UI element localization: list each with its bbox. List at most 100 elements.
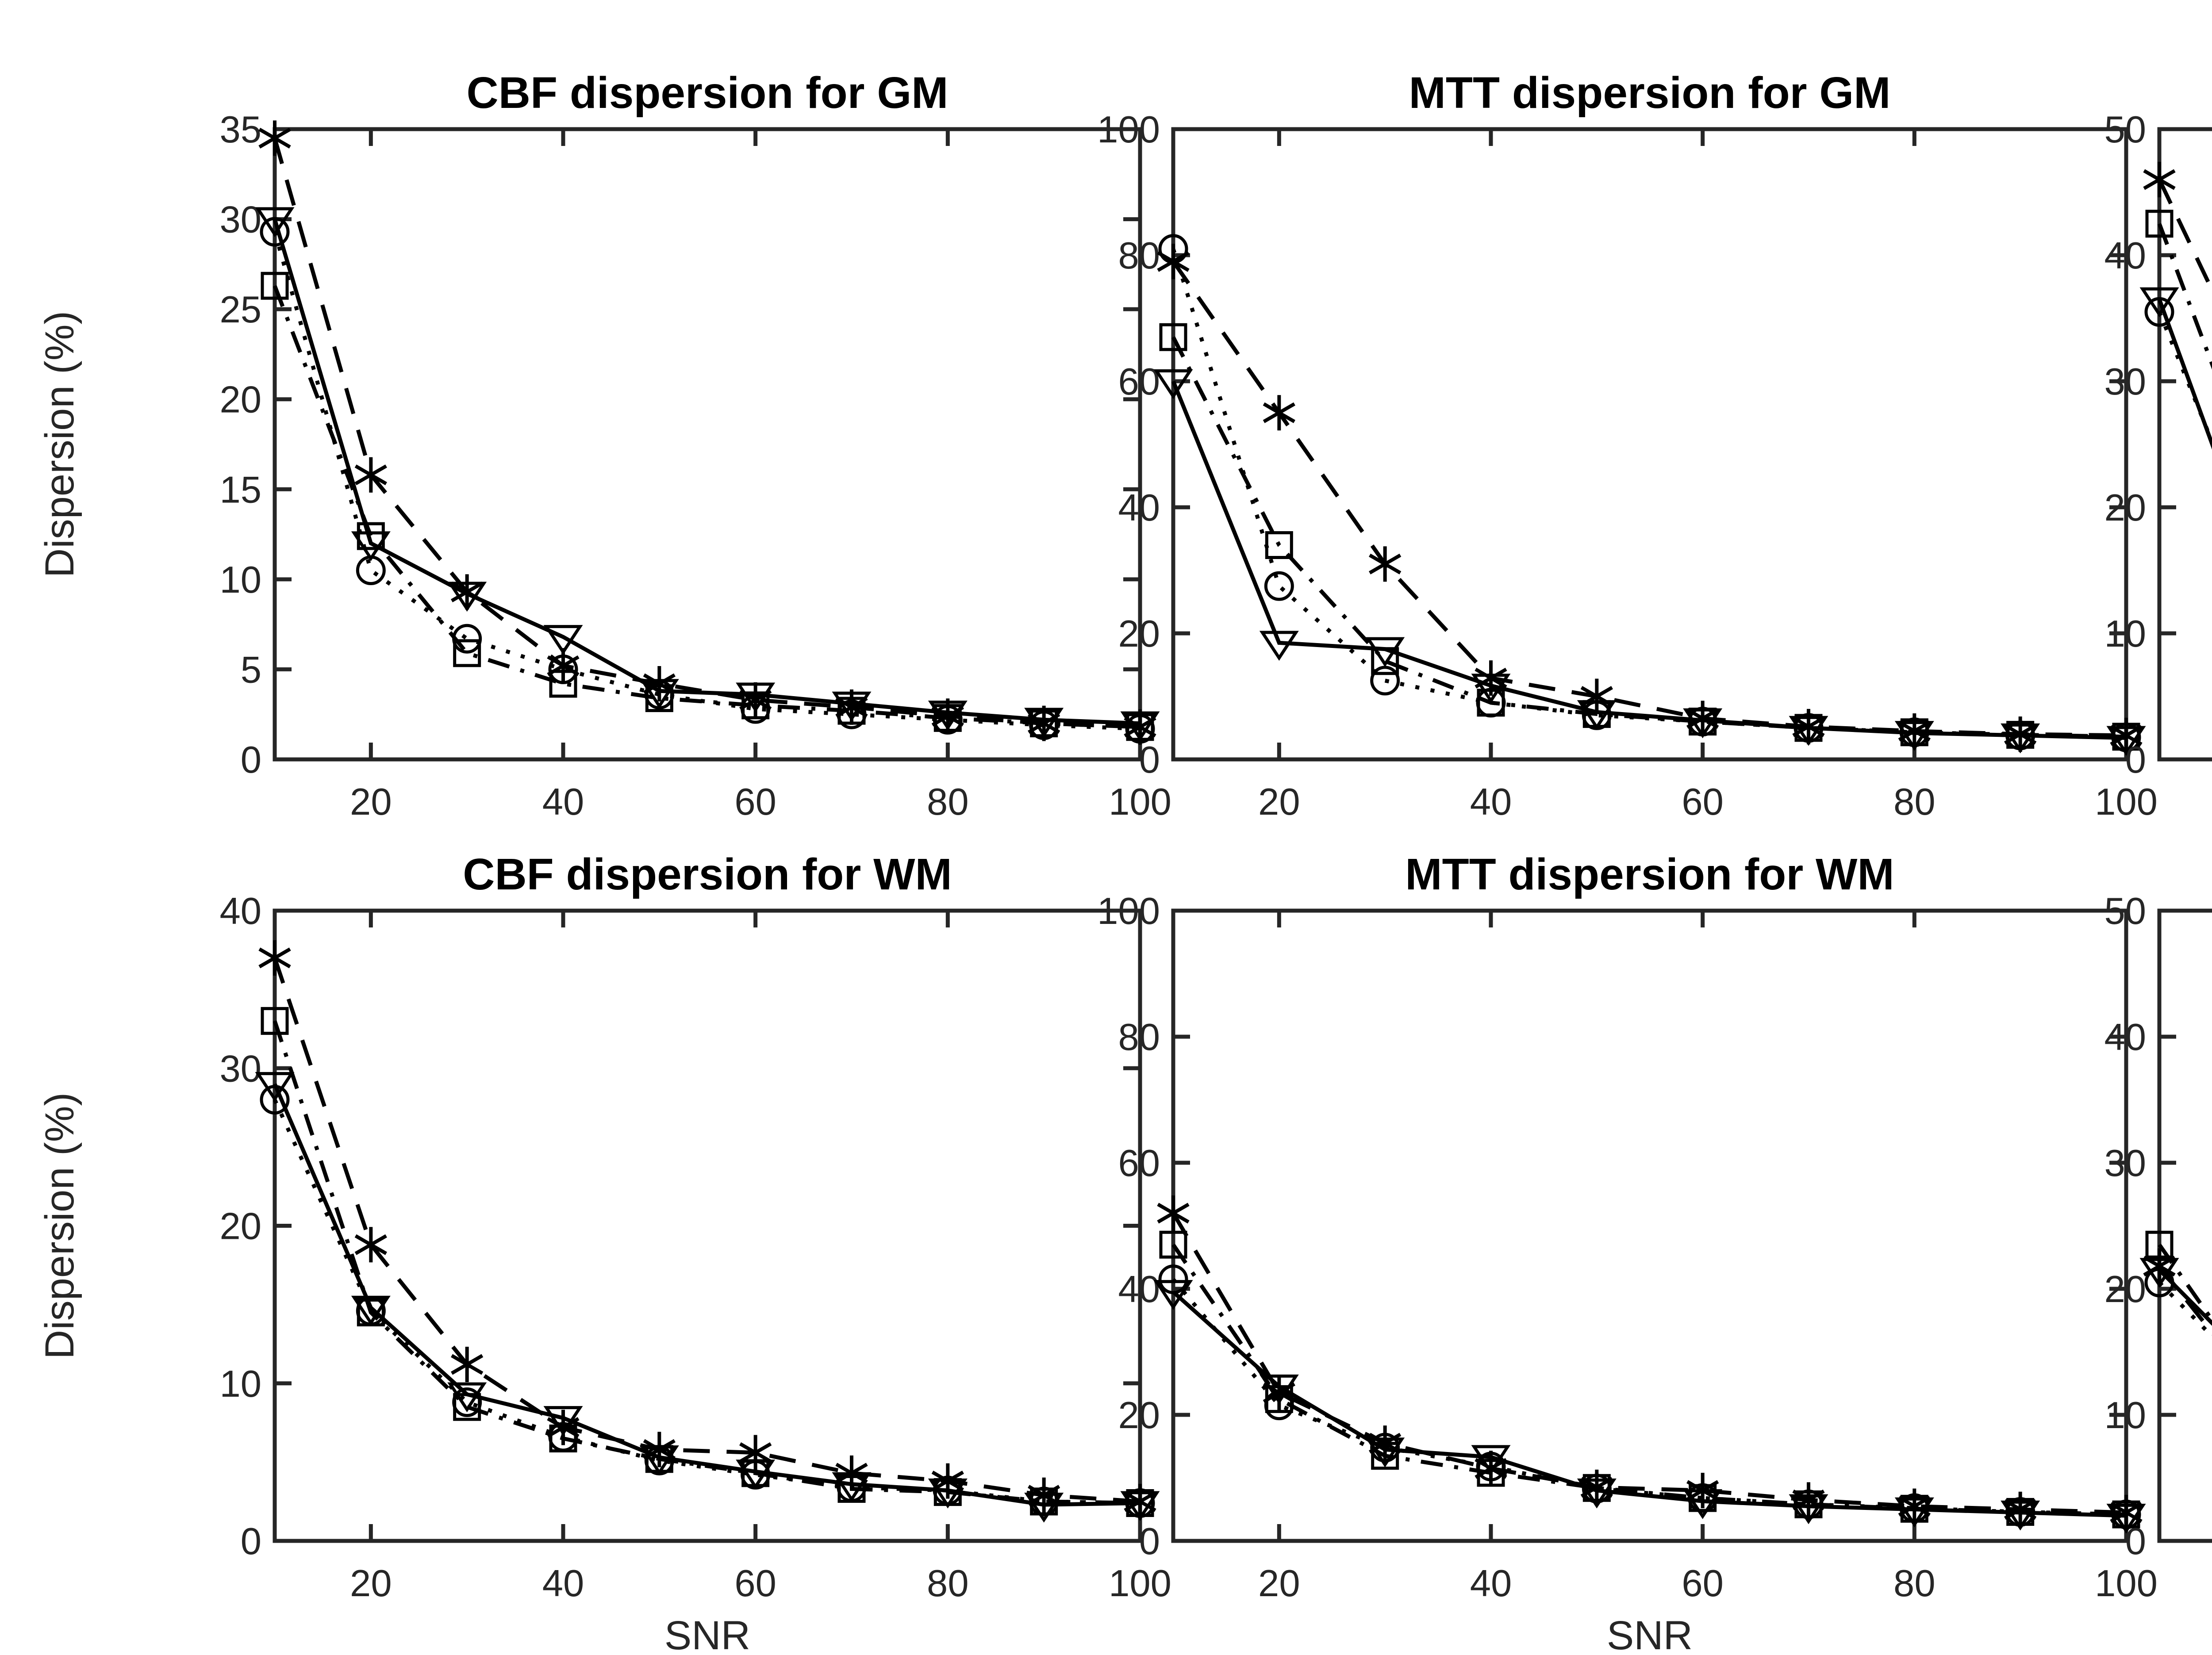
square-icon-marker-icon: [933, 704, 962, 732]
series-skewed-Gaussian: [258, 940, 1156, 1519]
series-gamma-variate: [2139, 287, 2212, 450]
square-icon-marker-icon: [1371, 1442, 1399, 1470]
square-icon-marker-icon: [1126, 713, 1154, 741]
x-tick-label: 80: [1893, 781, 1936, 823]
triangle-down-icon-marker-icon: [1894, 721, 1934, 751]
y-tick-label: 60: [1118, 361, 1160, 403]
y-tick-label: 0: [241, 739, 261, 781]
series-line: [273, 285, 1141, 729]
y-tick-label: 0: [1139, 739, 1160, 781]
square-icon-marker-icon: [1900, 718, 1928, 747]
x-tick-label: 20: [1258, 1563, 1300, 1605]
y-tick-labels: 0 5 10 15 20 25 30 35: [219, 109, 261, 781]
triangle-down-icon-marker-icon: [1789, 1494, 1828, 1525]
x-tick-label: 80: [1893, 1563, 1936, 1605]
series-skewed-Gaussian: [258, 120, 1156, 745]
triangle-down-icon-marker-icon: [1471, 674, 1511, 704]
y-tick-labels: 0 10 20 30 40 50: [2104, 109, 2146, 781]
square-icon-marker-icon: [261, 1007, 289, 1035]
triangle-down-icon-marker-icon: [928, 701, 968, 731]
square-icon-marker-icon: [357, 522, 385, 550]
triangle-down-icon-marker-icon: [2001, 1500, 2040, 1531]
square-icon-marker-icon: [1900, 1494, 1928, 1523]
triangle-down-icon-marker-icon: [447, 582, 487, 612]
y-tick-label: 10: [219, 1363, 261, 1405]
y-tick-label: 0: [1139, 1521, 1160, 1563]
square-icon-marker-icon: [837, 697, 866, 725]
series-skewed-Gaussian: [2143, 162, 2212, 295]
x-tick-label: 80: [927, 1563, 969, 1605]
triangle-down-icon-marker-icon: [736, 682, 776, 713]
y-tick-label: 10: [2104, 613, 2146, 655]
x-tick-label: 60: [734, 1563, 776, 1605]
square-icon-marker-icon: [1371, 647, 1399, 675]
series-skewed-Gaussian: [1157, 1195, 2143, 1530]
x-axis-label: SNR: [1607, 1613, 1693, 1655]
triangle-down-icon-marker-icon: [2106, 726, 2146, 756]
panel-title: MTT dispersion for WM: [1405, 850, 1894, 899]
y-tick-label: 30: [2104, 1142, 2146, 1184]
y-tick-label: 20: [1118, 1394, 1160, 1437]
square-icon-marker-icon: [1794, 714, 1823, 742]
series-line: [273, 138, 1141, 729]
series-line: [2158, 1264, 2212, 1336]
square-icon-marker-icon: [1794, 1490, 1823, 1518]
y-tick-label: 0: [241, 1521, 261, 1563]
series-line: [2158, 1243, 2212, 1324]
axes-box: [273, 908, 1142, 1543]
y-tick-label: 0: [2125, 1521, 2146, 1563]
y-tick-label: 40: [1118, 1268, 1160, 1310]
y-tick-label: 50: [2104, 890, 2146, 932]
circle-icon-marker-icon: [1158, 234, 1188, 264]
panel-cbv-dispersion-for-wm: 2040608010001020304050CBV dispersion for…: [2104, 890, 2212, 1563]
series-line: [273, 231, 1141, 731]
y-tick-labels: 0 10 20 30 40: [219, 890, 261, 1563]
triangle-down-icon-marker-icon: [639, 679, 679, 709]
square-icon-marker-icon: [1030, 709, 1058, 738]
square-icon-marker-icon: [1582, 1474, 1611, 1502]
axes-box: [273, 127, 1142, 762]
y-tick-label: 30: [219, 1048, 261, 1090]
y-tick-labels: 0 10 20 30 40 50: [2104, 890, 2146, 1563]
y-tick-label: 100: [1097, 890, 1160, 932]
circle-icon-marker-icon: [1370, 666, 1400, 696]
square-icon-marker-icon: [1126, 1489, 1154, 1517]
y-tick-label: 0: [2125, 739, 2146, 781]
y-tick-label: 40: [219, 890, 261, 932]
triangle-down-icon-marker-icon: [1789, 716, 1828, 746]
series-gamma: [2144, 297, 2212, 447]
square-icon-marker-icon: [933, 1478, 962, 1506]
y-tick-label: 35: [219, 109, 261, 151]
asterisk-icon-marker-icon: [258, 940, 291, 976]
triangle-down-icon-marker-icon: [543, 625, 583, 655]
y-tick-label: 20: [219, 1206, 261, 1248]
x-tick-label: 100: [2095, 781, 2158, 823]
square-icon-marker-icon: [741, 1459, 770, 1487]
y-tick-label: 30: [219, 199, 261, 241]
triangle-down-icon-marker-icon: [1024, 1493, 1064, 1523]
panel-title: MTT dispersion for GM: [1409, 68, 1891, 118]
y-axis: [2159, 908, 2176, 1543]
square-icon-marker-icon: [549, 1424, 577, 1452]
triangle-down-icon-marker-icon: [2139, 287, 2179, 318]
square-icon-marker-icon: [2112, 1500, 2140, 1529]
triangle-down-icon-marker-icon: [2106, 1503, 2146, 1534]
circle-icon-marker-icon: [260, 217, 290, 247]
series-gamma: [1158, 234, 2141, 752]
series-Weibull: [2145, 210, 2212, 370]
panel-title: CBF dispersion for WM: [463, 850, 952, 899]
y-tick-label: 10: [219, 559, 261, 601]
series-Weibull: [2145, 1230, 2212, 1324]
series-gamma-variate: [2139, 1258, 2212, 1326]
x-tick-label: 40: [542, 1563, 584, 1605]
square-icon-marker-icon: [453, 639, 481, 667]
square-icon-marker-icon: [1477, 1459, 1505, 1487]
x-tick-label: 60: [1682, 781, 1724, 823]
triangle-down-icon-marker-icon: [832, 1472, 872, 1502]
asterisk-icon-marker-icon: [451, 1347, 484, 1382]
asterisk-icon-marker-icon: [258, 120, 291, 156]
